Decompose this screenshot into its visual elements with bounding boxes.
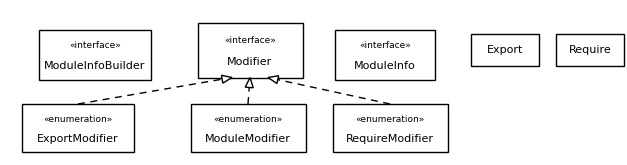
Bar xyxy=(332,104,448,152)
Text: Export: Export xyxy=(487,45,523,55)
Bar xyxy=(556,34,624,66)
Polygon shape xyxy=(245,78,253,88)
Text: Require: Require xyxy=(569,45,611,55)
Bar xyxy=(191,104,305,152)
Polygon shape xyxy=(268,76,278,83)
Text: ModuleInfoBuilder: ModuleInfoBuilder xyxy=(45,61,145,71)
Text: «enumeration»: «enumeration» xyxy=(213,115,283,124)
Text: «enumeration»: «enumeration» xyxy=(43,115,113,124)
Text: Modifier: Modifier xyxy=(228,57,273,67)
Bar xyxy=(22,104,134,152)
Bar xyxy=(335,30,435,80)
Text: ExportModifier: ExportModifier xyxy=(37,133,119,144)
Text: «interface»: «interface» xyxy=(69,42,121,50)
Text: «interface»: «interface» xyxy=(224,36,276,45)
Polygon shape xyxy=(221,75,232,83)
Text: ModuleInfo: ModuleInfo xyxy=(354,61,416,71)
Bar xyxy=(198,22,302,78)
Bar xyxy=(39,30,151,80)
Text: «interface»: «interface» xyxy=(359,42,411,50)
Bar xyxy=(471,34,539,66)
Text: ModuleModifier: ModuleModifier xyxy=(205,133,291,144)
Text: RequireModifier: RequireModifier xyxy=(346,133,434,144)
Text: «enumeration»: «enumeration» xyxy=(356,115,424,124)
